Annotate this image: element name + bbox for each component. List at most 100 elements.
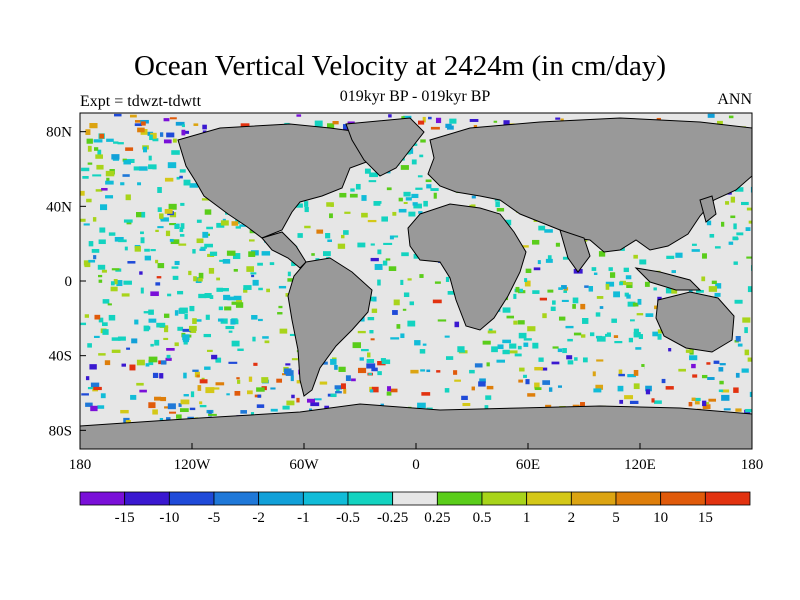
colorbar-label: 1 [523,510,531,526]
velocity-cell [179,408,189,413]
velocity-cell [619,363,624,368]
velocity-cell [445,356,454,360]
velocity-cell [558,316,566,321]
velocity-cell [170,239,180,245]
velocity-cell [222,287,229,292]
colorbar-swatch [526,491,572,506]
x-tick-label: 0 [412,457,420,473]
velocity-cell [211,354,218,360]
velocity-cell [154,339,160,346]
velocity-cell [691,363,696,369]
velocity-cell [532,290,540,294]
velocity-cell [524,278,528,283]
velocity-cell [486,385,494,390]
velocity-cell [143,325,150,332]
velocity-cell [261,251,271,256]
colorbar-swatch [168,491,215,506]
velocity-cell [430,126,440,130]
land-japan [699,195,717,223]
velocity-cell [235,302,244,308]
velocity-cell [85,402,93,407]
velocity-cell [721,221,725,227]
velocity-cell [194,371,200,378]
velocity-cell [80,190,85,196]
velocity-cell [491,346,498,353]
velocity-cell [422,116,426,123]
velocity-cell [711,408,719,412]
velocity-cell [226,250,236,256]
velocity-cell [144,255,152,261]
land-south-america [287,257,373,397]
velocity-cell [417,120,425,125]
velocity-cell [678,368,686,372]
velocity-cell [226,393,230,396]
velocity-cell [538,357,544,362]
velocity-cell [159,367,163,371]
velocity-cell [159,132,164,137]
velocity-cell [645,313,654,317]
land-eurasia [427,117,752,253]
velocity-cell [95,189,103,192]
velocity-cell [387,386,392,392]
velocity-cell [181,129,186,136]
velocity-cell [411,159,417,165]
velocity-cell [256,387,265,392]
velocity-cell [593,272,598,275]
velocity-cell [381,359,391,365]
velocity-cell [742,317,751,323]
velocity-cell [613,335,619,338]
velocity-cell [471,195,476,199]
velocity-cell [447,290,456,295]
velocity-cell [189,305,195,312]
velocity-cell [81,167,90,172]
velocity-cell [366,363,376,369]
velocity-cell [189,329,197,333]
velocity-cell [164,406,170,409]
velocity-cell [87,343,92,348]
velocity-cell [422,343,427,346]
velocity-cell [552,346,559,349]
velocity-cell [155,229,159,233]
velocity-cell [609,272,616,278]
velocity-cell [567,360,574,365]
velocity-cell [653,287,657,291]
velocity-cell [179,307,188,314]
velocity-cell [367,316,375,321]
velocity-cell [419,274,424,278]
velocity-cell [270,408,278,412]
colorbar-swatch [258,491,304,506]
velocity-cell [131,338,138,344]
velocity-cell [208,413,217,416]
velocity-cell [596,296,604,299]
velocity-cell [166,354,171,359]
velocity-cell [377,249,382,255]
velocity-cell [234,390,241,396]
velocity-cell [685,349,693,353]
velocity-cell [237,379,241,384]
velocity-cell [133,166,140,171]
velocity-cell [372,296,377,302]
velocity-cell [717,120,723,126]
velocity-cell [134,246,141,252]
velocity-cell [179,234,185,237]
velocity-cell [335,391,342,394]
y-tick-label: 80S [49,423,72,439]
velocity-cell [216,222,225,228]
colorbar-swatch [570,491,617,506]
velocity-cell [638,334,643,340]
velocity-cell [532,342,539,349]
velocity-cell [84,314,90,318]
velocity-cell [453,370,458,375]
velocity-cell [746,256,752,259]
velocity-cell [482,340,491,345]
velocity-cell [454,321,460,328]
y-axis: 80N 40N 0 40S 80S [46,125,86,439]
velocity-cell [296,114,302,117]
velocity-cell [423,200,428,207]
velocity-cell [407,320,416,327]
velocity-cell [270,387,276,390]
velocity-cell [167,403,176,410]
velocity-cell [538,225,546,231]
velocity-cell [258,287,263,291]
